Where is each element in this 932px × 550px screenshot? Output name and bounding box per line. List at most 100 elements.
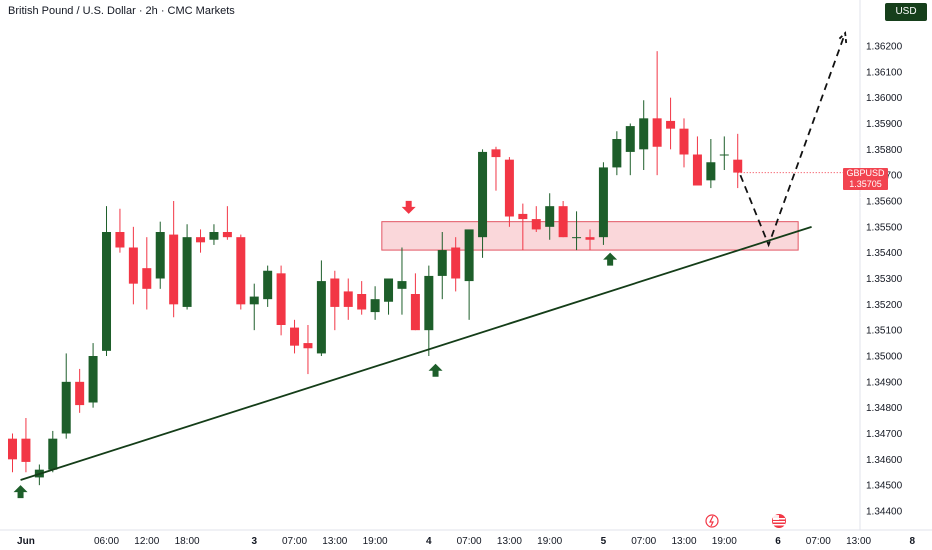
candle-body: [585, 237, 595, 240]
candle-body: [48, 438, 58, 470]
candle-body: [491, 149, 501, 158]
candle-body: [612, 139, 622, 168]
y-tick-label: 1.36200: [866, 42, 903, 53]
candle-body: [397, 281, 407, 289]
candle-body: [155, 232, 165, 279]
price-axis[interactable]: 1.362001.361001.360001.359001.358001.357…: [866, 42, 903, 518]
x-tick-label: 13:00: [497, 536, 522, 547]
candle-body: [572, 237, 582, 239]
candle-body: [719, 154, 729, 156]
candles-layer: [8, 51, 743, 486]
y-tick-label: 1.34400: [866, 507, 903, 518]
time-axis[interactable]: Jun 06:00 12:00 18:00 3 07:00 13:00 19:00 4 07:00…: [17, 536, 915, 547]
candle-body: [290, 327, 300, 346]
bar-countdown: 01:23: [854, 190, 877, 200]
candle-body: [8, 438, 17, 460]
x-tick-label: 06:00: [94, 536, 119, 547]
candle-body: [128, 247, 138, 284]
x-tick-label: 3: [251, 536, 257, 547]
candle-body: [75, 381, 85, 406]
arrow-up-icon: [603, 252, 618, 266]
candle-body: [236, 237, 246, 305]
candle-body: [706, 162, 716, 181]
flash-icon[interactable]: [705, 514, 719, 528]
candle-body: [303, 343, 313, 349]
candle-body: [370, 299, 380, 313]
candle-body: [545, 206, 555, 227]
x-tick-label: 18:00: [175, 536, 200, 547]
candle-body: [384, 278, 394, 302]
x-tick-label: 13:00: [671, 536, 696, 547]
y-tick-label: 1.35200: [866, 300, 903, 311]
candle-body: [222, 232, 232, 238]
y-tick-label: 1.34900: [866, 377, 903, 388]
candle-body: [316, 281, 326, 354]
projection-arrowhead: [837, 31, 848, 44]
candle-body: [639, 118, 649, 150]
candle-body: [692, 154, 702, 186]
arrow-up-icon: [428, 363, 443, 377]
candle-body: [410, 294, 420, 331]
currency-button[interactable]: USD: [885, 3, 927, 21]
candle-body: [182, 237, 192, 307]
y-tick-label: 1.35400: [866, 248, 903, 259]
candle-body: [464, 229, 474, 282]
x-tick-label: 13:00: [322, 536, 347, 547]
annotation-layer-front: [13, 31, 860, 499]
y-tick-label: 1.36100: [866, 67, 903, 78]
x-tick-label: 4: [426, 536, 432, 547]
x-tick-label: 19:00: [712, 536, 737, 547]
candle-body: [209, 232, 219, 240]
y-tick-label: 1.35300: [866, 274, 903, 285]
candle-body: [115, 232, 125, 248]
candle-body: [478, 151, 488, 238]
candle-body: [276, 273, 286, 325]
y-tick-label: 1.35900: [866, 119, 903, 130]
y-tick-label: 1.34800: [866, 403, 903, 414]
candle-body: [343, 291, 353, 307]
x-tick-label: 12:00: [134, 536, 159, 547]
candle-body: [21, 438, 31, 462]
x-tick-label: 07:00: [806, 536, 831, 547]
candle-body: [598, 167, 608, 238]
y-tick-label: 1.34700: [866, 429, 903, 440]
x-tick-label: 19:00: [537, 536, 562, 547]
y-tick-label: 1.35800: [866, 145, 903, 156]
candle-body: [263, 270, 273, 300]
candle-body: [518, 213, 528, 220]
y-tick-label: 1.35500: [866, 222, 903, 233]
candle-body: [504, 159, 514, 217]
candle-body: [437, 250, 447, 276]
candle-body: [652, 118, 662, 147]
candle-body: [249, 296, 259, 305]
chart-title: British Pound / U.S. Dollar · 2h · CMC M…: [8, 5, 235, 17]
symbol-label: GBPUSD: [846, 168, 885, 178]
x-tick-label: 6: [775, 536, 781, 547]
candle-body: [625, 126, 635, 152]
projection-path: [739, 32, 847, 248]
x-tick-label: 8: [910, 536, 916, 547]
candle-body: [424, 275, 434, 331]
x-tick-label: 07:00: [457, 536, 482, 547]
last-price-label: GBPUSD 1.35705 01:23: [843, 168, 888, 200]
candle-body: [531, 219, 541, 230]
candle-body: [88, 356, 98, 403]
candle-body: [558, 206, 568, 238]
candle-body: [357, 294, 367, 310]
us-flag-icon[interactable]: [772, 514, 786, 528]
x-tick-label: 19:00: [363, 536, 388, 547]
candle-body: [733, 159, 743, 173]
candle-body: [679, 128, 689, 155]
candle-body: [196, 237, 206, 243]
x-tick-label: Jun: [17, 536, 35, 547]
x-tick-label: 07:00: [631, 536, 656, 547]
y-tick-label: 1.35600: [866, 197, 903, 208]
y-tick-label: 1.34500: [866, 481, 903, 492]
candle-body: [666, 120, 676, 129]
y-tick-label: 1.36000: [866, 93, 903, 104]
y-tick-label: 1.35000: [866, 352, 903, 363]
candle-body: [102, 232, 112, 351]
last-price-value: 1.35705: [849, 179, 882, 189]
arrow-down-icon: [401, 200, 416, 214]
